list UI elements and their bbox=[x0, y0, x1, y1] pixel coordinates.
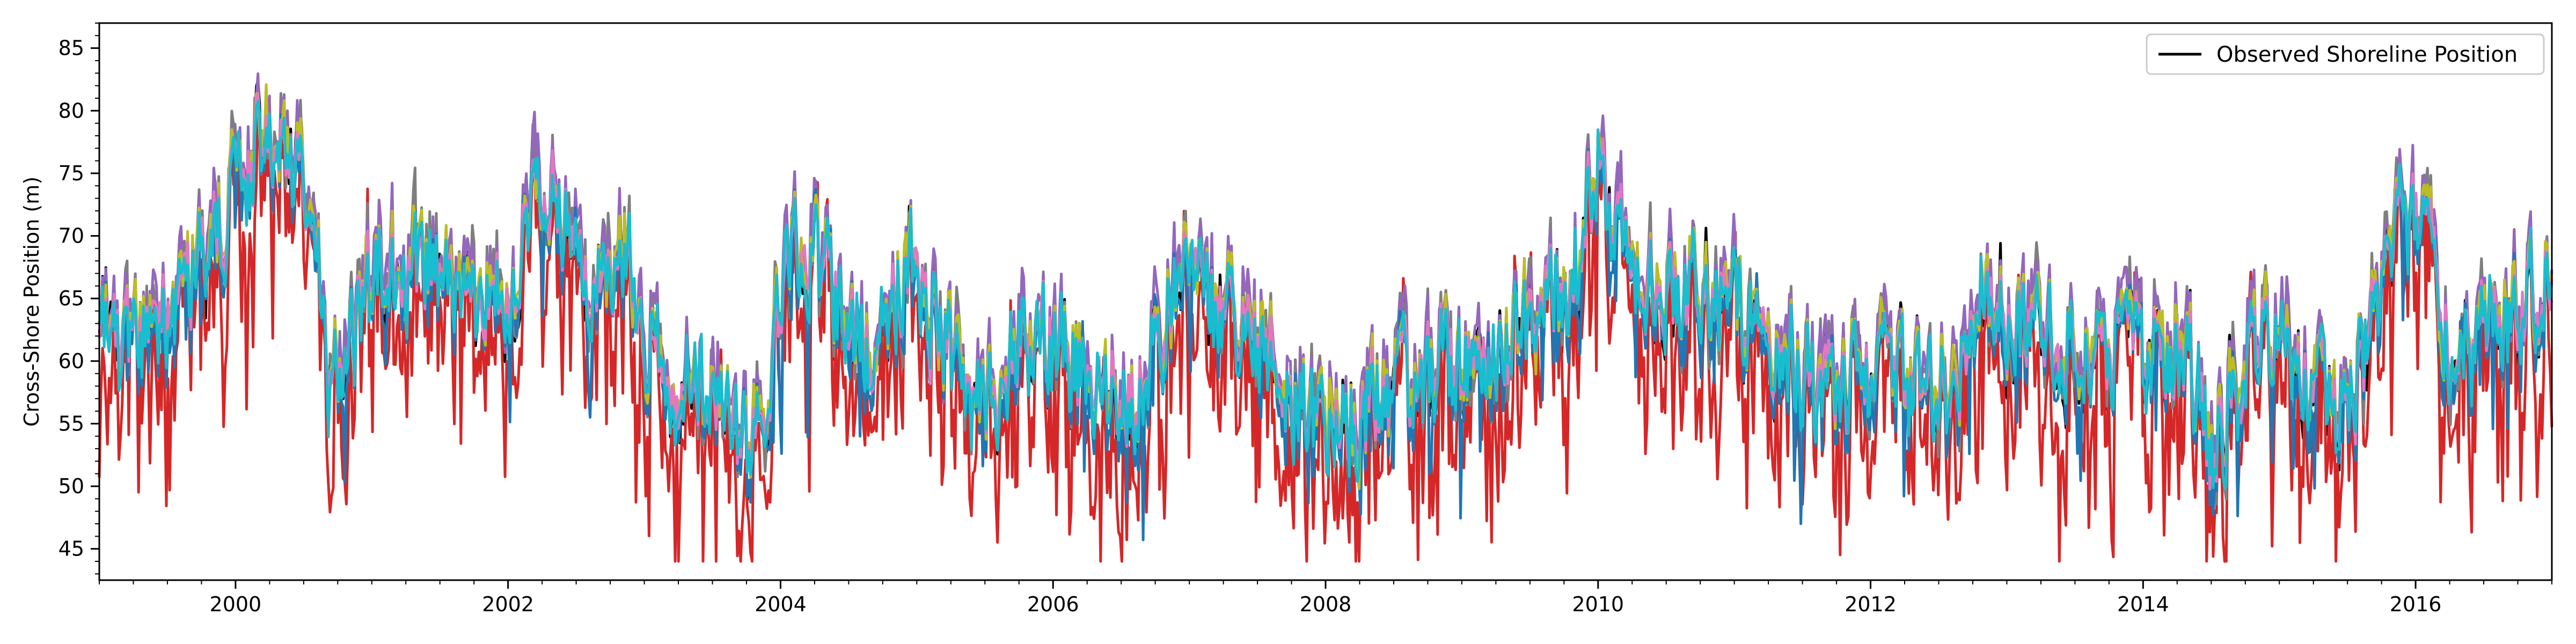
y-tick-label: 50 bbox=[58, 474, 84, 498]
x-tick-label: 2002 bbox=[482, 592, 534, 616]
x-tick-label: 2016 bbox=[2390, 592, 2442, 616]
x-tick-label: 2000 bbox=[210, 592, 262, 616]
y-tick-label: 60 bbox=[58, 349, 84, 373]
y-axis-title: Cross-Shore Position (m) bbox=[20, 177, 43, 427]
x-tick-label: 2008 bbox=[1300, 592, 1352, 616]
x-tick-label: 2006 bbox=[1027, 592, 1079, 616]
y-tick-label: 80 bbox=[58, 99, 84, 122]
x-tick-label: 2014 bbox=[2117, 592, 2169, 616]
series-line-model-run-g bbox=[98, 100, 2553, 491]
x-tick-label: 2010 bbox=[1572, 592, 1624, 616]
legend-label: Observed Shoreline Position bbox=[2216, 42, 2518, 67]
y-tick-label: 65 bbox=[58, 287, 84, 310]
x-tick-label: 2004 bbox=[755, 592, 807, 616]
legend: Observed Shoreline Position bbox=[2146, 33, 2545, 75]
y-tick-label: 70 bbox=[58, 224, 84, 248]
x-tick-label: 2012 bbox=[1845, 592, 1897, 616]
series-layer bbox=[98, 72, 2553, 563]
ticks-layer: 45 50 55 60 65 70 75 80 85 2000 2002 2004 2006 2008 20… bbox=[58, 23, 2552, 616]
legend-box bbox=[2146, 33, 2545, 75]
y-tick-label: 75 bbox=[58, 162, 84, 185]
y-tick-label: 45 bbox=[58, 537, 84, 561]
y-tick-label: 55 bbox=[58, 412, 84, 435]
y-tick-label: 85 bbox=[58, 36, 84, 60]
